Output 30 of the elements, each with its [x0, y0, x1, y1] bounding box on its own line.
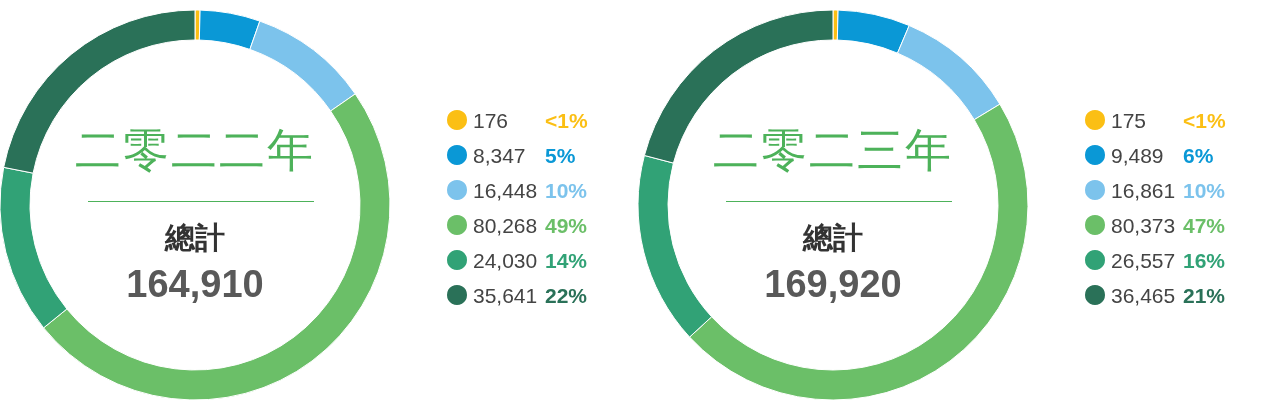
data-label: <1%: [545, 108, 588, 132]
legend-label: 36,465: [1111, 283, 1176, 307]
legend-label: 80,373: [1111, 213, 1176, 237]
text: 總計: [801, 220, 864, 256]
data-label: 47%: [1183, 213, 1226, 237]
text: 164,910: [125, 262, 265, 306]
legend-label: 16,861: [1111, 178, 1176, 202]
data-label: 10%: [545, 178, 588, 202]
data-label: 22%: [545, 283, 588, 307]
data-label: 16%: [1183, 248, 1226, 272]
data-label: 21%: [1183, 283, 1226, 307]
legend-label: 175: [1111, 108, 1147, 132]
text: 二零二二年: [74, 123, 316, 178]
legend-label: 80,268: [473, 213, 538, 237]
data-label: <1%: [1183, 108, 1226, 132]
legend-label: 16,448: [473, 178, 538, 202]
data-label: 49%: [545, 213, 588, 237]
legend-label: 35,641: [473, 283, 538, 307]
text: 二零二三年: [712, 123, 954, 178]
data-label: 5%: [545, 143, 576, 167]
text: 169,920: [763, 262, 903, 306]
text: 總計: [163, 220, 226, 256]
data-label: 10%: [1183, 178, 1226, 202]
legend-label: 176: [473, 108, 509, 132]
data-label: 14%: [545, 248, 588, 272]
legend-label: 24,030: [473, 248, 538, 272]
data-label: 6%: [1183, 143, 1214, 167]
legend-label: 26,557: [1111, 248, 1176, 272]
legend-label: 8,347: [473, 143, 526, 167]
legend-label: 9,489: [1111, 143, 1164, 167]
